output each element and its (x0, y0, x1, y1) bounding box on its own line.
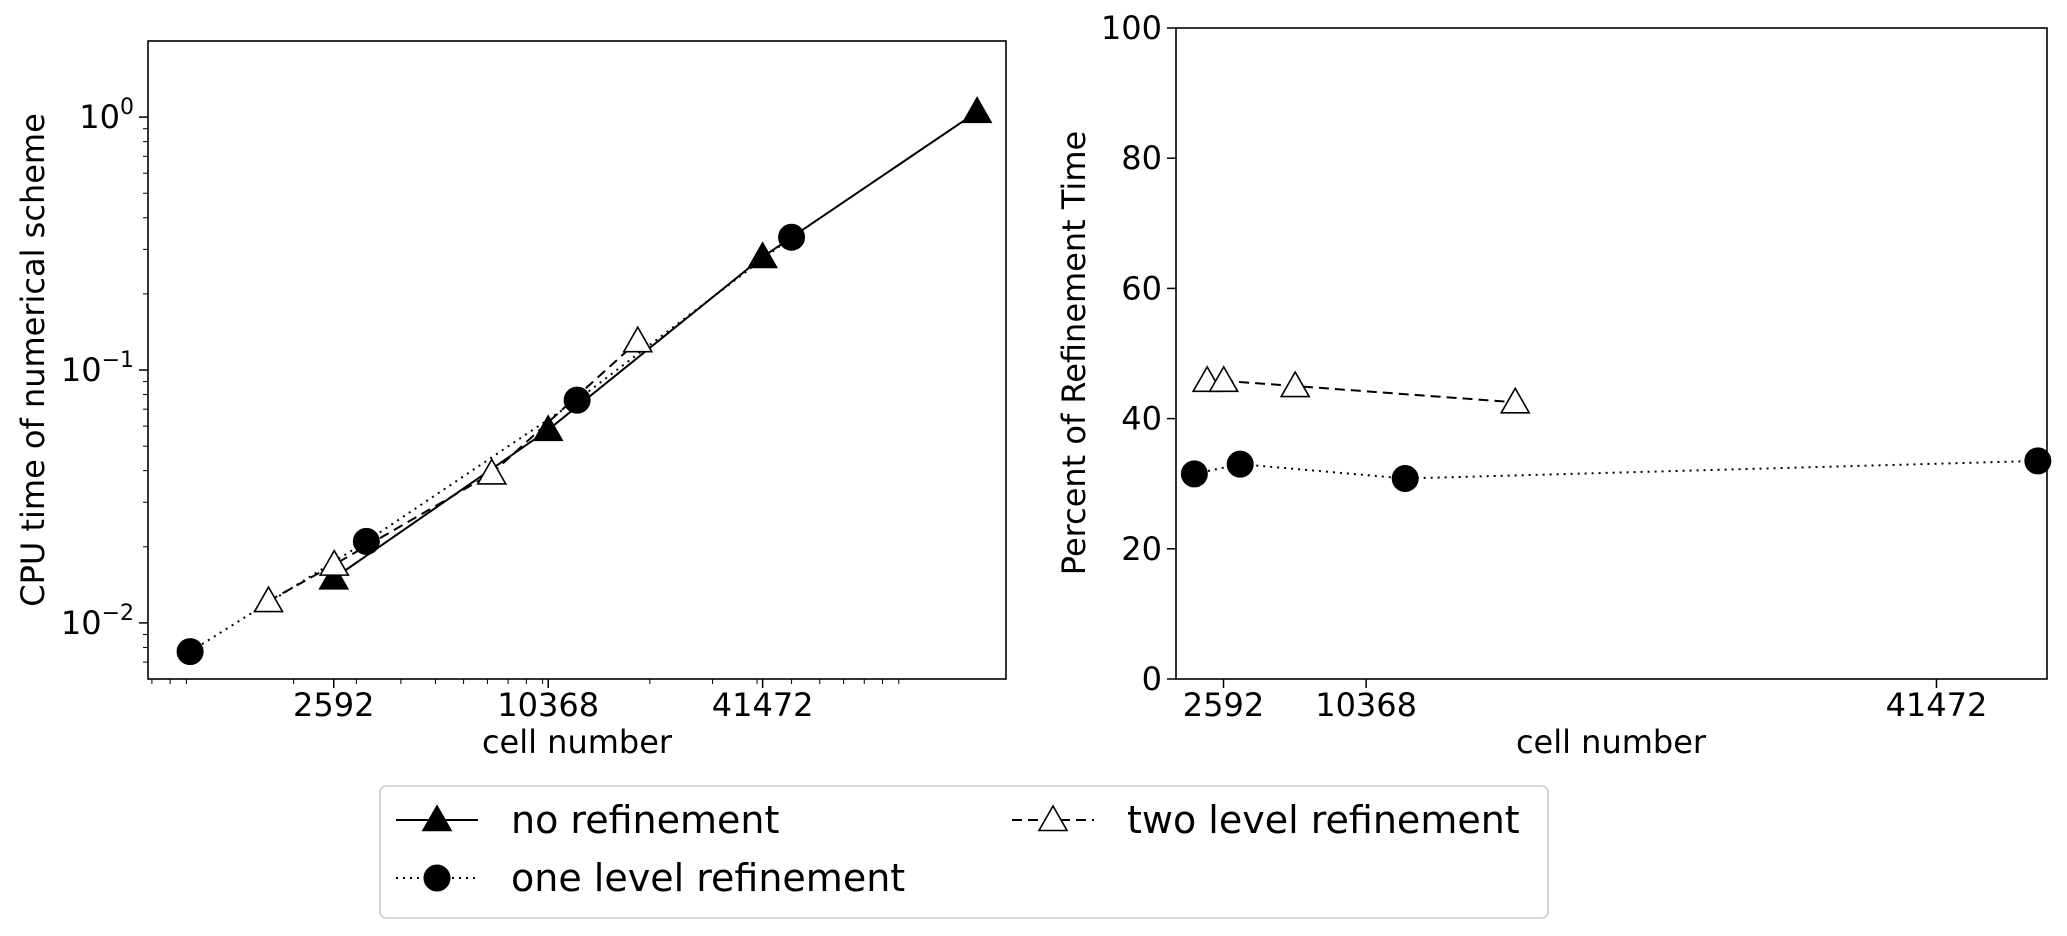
left-y-axis-label: CPU time of numerical scheme (14, 113, 52, 607)
left-x-tick-label: 41472 (712, 686, 814, 724)
left-ticks: 2592 10368 41472 10−2 10−1 100 (61, 95, 900, 724)
legend: no refinement one level refinement two lev… (379, 785, 1549, 919)
left-data-point (318, 562, 350, 590)
left-series-line (189, 236, 793, 653)
right-data-point (1279, 370, 1311, 398)
right-x-tick-label: 2592 (1183, 686, 1264, 724)
right-x-axis-label: cell number (1516, 723, 1707, 761)
left-data-point (476, 457, 508, 485)
right-series-line (1194, 459, 2038, 480)
left-data-point (622, 325, 654, 353)
right-series (1180, 365, 2052, 492)
left-data-point (961, 96, 993, 124)
left-y-tick-label: 10−2 (61, 601, 134, 642)
left-panel: 2592 10368 41472 10−2 10−1 100 cell number CP… (14, 40, 1007, 761)
legend-entries: no refinement one level refinement two lev… (396, 798, 1520, 900)
left-data-point (318, 549, 350, 576)
left-data-point (778, 223, 806, 251)
left-data-point (532, 414, 564, 442)
right-y-tick-label: 80 (1121, 139, 1162, 177)
right-series-line (1207, 379, 1516, 404)
legend-label: no refinement (511, 798, 779, 842)
right-data-point (1208, 365, 1240, 393)
left-data-point (563, 386, 591, 414)
right-y-tick-label: 100 (1101, 9, 1162, 47)
right-data-point (1180, 460, 1208, 488)
left-x-axis-label: cell number (482, 723, 673, 761)
legend-marker (1037, 804, 1069, 832)
left-y-tick-label: 10−1 (61, 348, 134, 389)
right-data-point (1226, 450, 1254, 478)
legend-marker (421, 804, 453, 832)
right-y-tick-label: 20 (1121, 530, 1162, 568)
right-data-point (1499, 386, 1531, 414)
left-x-tick-label: 2592 (293, 686, 374, 724)
left-y-tick-label: 100 (79, 95, 134, 136)
left-data-point (747, 241, 779, 269)
right-data-point (1391, 464, 1419, 492)
legend-label: two level refinement (1127, 798, 1520, 842)
right-y-tick-label: 0 (1142, 660, 1162, 698)
left-series (176, 96, 993, 666)
right-x-tick-label: 41472 (1886, 686, 1988, 724)
right-y-tick-label: 60 (1121, 269, 1162, 307)
right-panel: 2592 10368 41472 0 20 40 60 80 100 cell number P… (1055, 9, 2052, 761)
left-x-tick-label: 10368 (497, 686, 599, 724)
left-series-line (333, 110, 978, 580)
right-y-axis-label: Percent of Refinement Time (1055, 131, 1093, 575)
left-data-point (352, 527, 380, 555)
right-y-tick-label: 40 (1121, 400, 1162, 438)
legend-marker (423, 864, 451, 892)
left-data-point (176, 638, 204, 666)
right-ticks: 2592 10368 41472 0 20 40 60 80 100 (1101, 9, 1987, 724)
legend-label: one level refinement (511, 856, 905, 900)
right-x-tick-label: 10368 (1315, 686, 1417, 724)
right-plot-frame (1175, 27, 2048, 680)
left-plot-frame (147, 40, 1007, 680)
left-data-point (253, 585, 284, 613)
right-data-point (2024, 447, 2052, 475)
legend-frame (379, 785, 1549, 919)
left-series-line (268, 340, 639, 602)
